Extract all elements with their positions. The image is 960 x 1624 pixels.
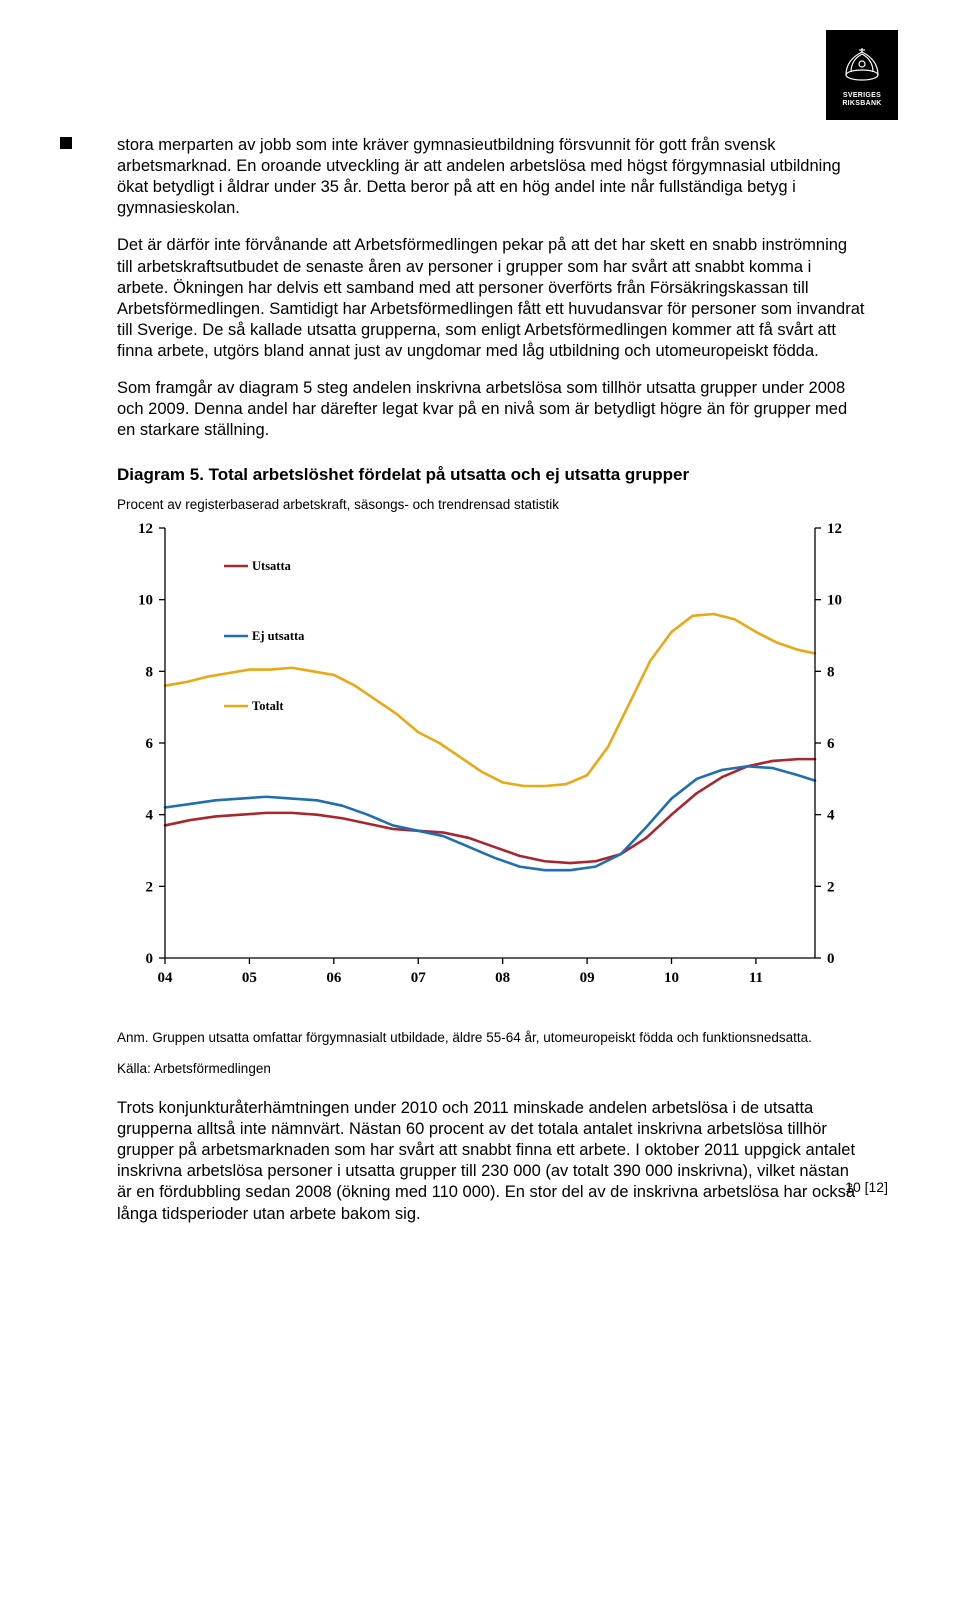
- paragraph-4: Trots konjunkturåterhämtningen under 201…: [117, 1098, 865, 1225]
- svg-text:2: 2: [827, 880, 835, 896]
- chart-note: Anm. Gruppen utsatta omfattar förgymnasi…: [117, 1029, 865, 1047]
- svg-text:Totalt: Totalt: [252, 699, 284, 713]
- svg-text:8: 8: [827, 665, 835, 681]
- svg-text:04: 04: [158, 970, 174, 986]
- svg-text:8: 8: [146, 665, 154, 681]
- svg-text:0: 0: [827, 951, 835, 967]
- svg-text:6: 6: [827, 736, 835, 752]
- logo-text-2: RIKSBANK: [842, 100, 881, 108]
- svg-text:10: 10: [138, 593, 153, 609]
- svg-text:07: 07: [411, 970, 427, 986]
- chart-subtitle: Procent av registerbaserad arbetskraft, …: [117, 497, 865, 512]
- paragraph-1: stora merparten av jobb som inte kräver …: [117, 135, 865, 219]
- svg-text:6: 6: [146, 736, 154, 752]
- paragraph-2: Det är därför inte förvånande att Arbets…: [117, 235, 865, 362]
- chart-container: 0 0 2 2 4 4 6 6 8 8 10 10 12 12 04 05 06 07 08 09 10 11 Utsatt…: [117, 516, 865, 1011]
- line-chart: 0 0 2 2 4 4 6 6 8 8 10 10 12 12 04 05 06 07 08 09 10 11 Utsatt…: [117, 516, 857, 1006]
- svg-text:09: 09: [580, 970, 595, 986]
- page-number: 10 [12]: [845, 1179, 888, 1195]
- svg-text:10: 10: [827, 593, 842, 609]
- page-content: stora merparten av jobb som inte kräver …: [0, 0, 960, 1225]
- svg-text:4: 4: [827, 808, 835, 824]
- svg-text:11: 11: [749, 970, 763, 986]
- crown-icon: [839, 42, 885, 88]
- logo-text-1: SVERIGES: [843, 92, 881, 100]
- svg-text:4: 4: [146, 808, 154, 824]
- section-marker: [60, 137, 72, 149]
- svg-text:12: 12: [827, 521, 842, 537]
- svg-text:2: 2: [146, 880, 154, 896]
- chart-title: Diagram 5. Total arbetslöshet fördelat p…: [117, 465, 865, 485]
- svg-text:10: 10: [664, 970, 679, 986]
- svg-text:05: 05: [242, 970, 257, 986]
- svg-text:Ej utsatta: Ej utsatta: [252, 629, 305, 643]
- svg-text:0: 0: [146, 951, 154, 967]
- chart-source: Källa: Arbetsförmedlingen: [117, 1061, 865, 1076]
- riksbank-logo: SVERIGES RIKSBANK: [826, 30, 898, 120]
- svg-text:06: 06: [326, 970, 342, 986]
- paragraph-3: Som framgår av diagram 5 steg andelen in…: [117, 378, 865, 441]
- svg-text:08: 08: [495, 970, 510, 986]
- svg-text:Utsatta: Utsatta: [252, 559, 292, 573]
- svg-text:12: 12: [138, 521, 153, 537]
